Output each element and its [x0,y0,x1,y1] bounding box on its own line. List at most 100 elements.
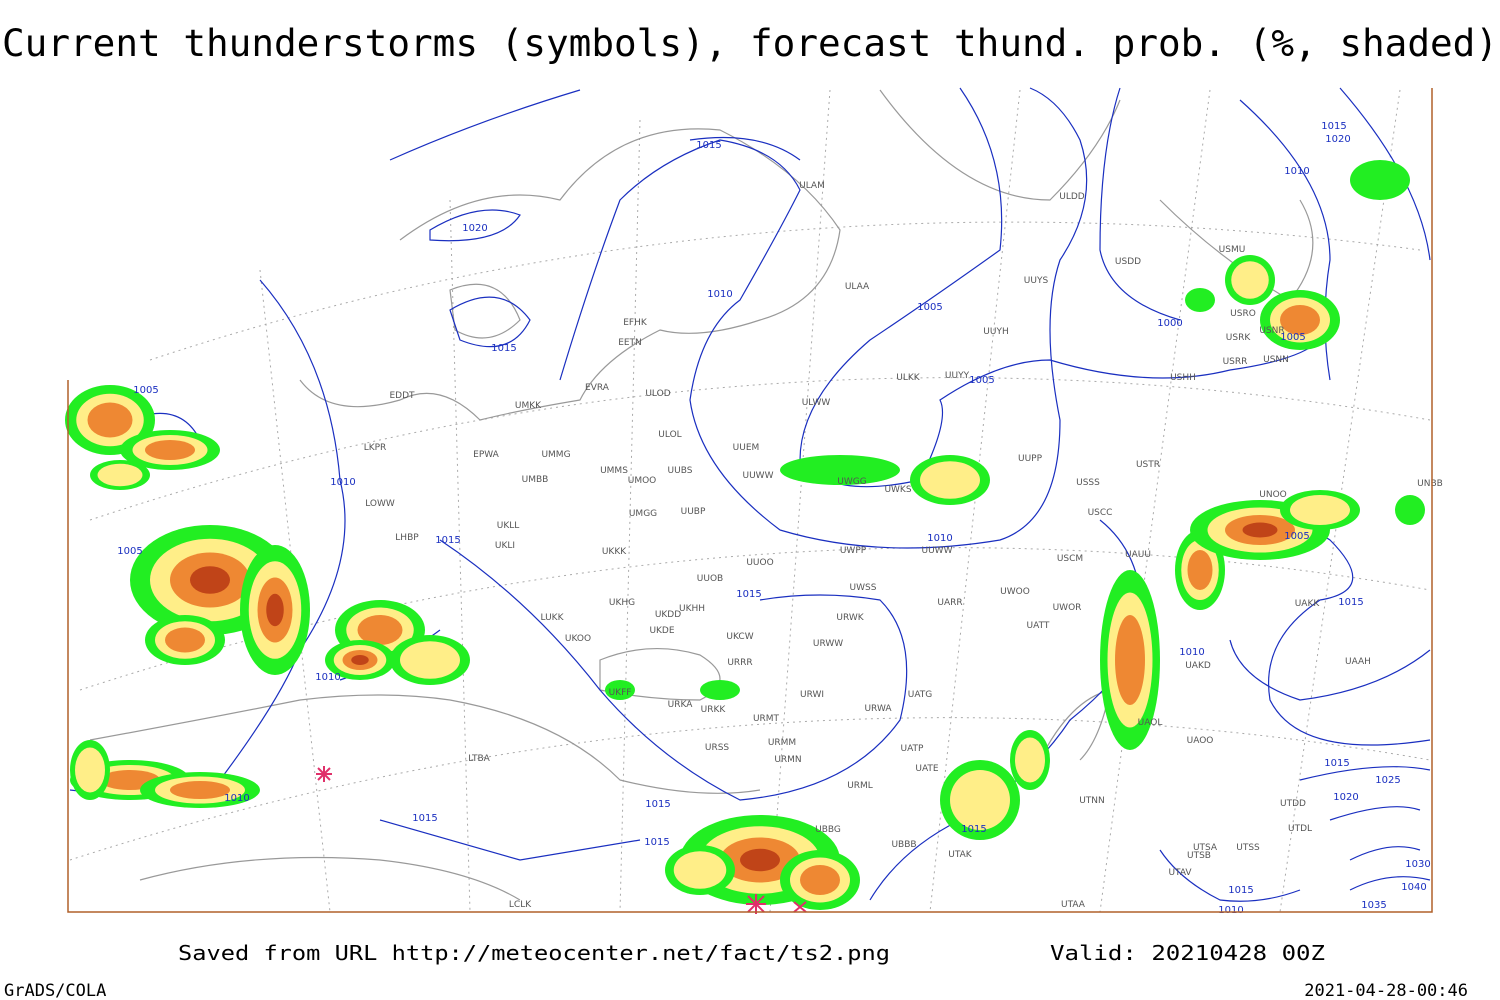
isobar-label: 1025 [1375,775,1400,786]
isobar-label: 1015 [645,799,670,810]
isobar-label: 1005 [917,302,942,313]
isobar-label: 1015 [736,589,761,600]
map: EFHK EETN EVRA ULOD ULOL UMKK EDDT LKPR EPWA UMMG… [65,87,1443,916]
station-label: UUOO [746,558,773,568]
source-url: Saved from URL http://meteocenter.net/fa… [178,941,890,965]
station-label: ULWW [802,398,831,408]
station-label: URWI [800,690,824,700]
station-label: UUWW [743,471,774,481]
station-label: UTAK [948,850,973,860]
shading-blob [1187,550,1213,590]
station-label: UUYY [945,371,970,381]
station-label: USHH [1170,373,1196,383]
station-label: URSS [705,743,730,753]
station-label: EVRA [585,383,610,393]
station-label: ULAM [799,181,825,191]
isobar-label: 1040 [1401,882,1426,893]
shading-blob [780,455,900,485]
station-label: LTBA [468,754,490,764]
shading-blob [87,402,133,438]
thunderstorm-symbols [316,766,807,914]
valid-time: Valid: 20210428 00Z [1050,941,1325,965]
isobar-label: 1005 [1284,531,1309,542]
shading-blob [605,680,635,700]
isobar-label: 1035 [1361,900,1386,911]
shading-blob [740,848,780,872]
station-label: USNN [1263,355,1289,365]
station-label: UUEM [733,443,760,453]
thunderstorm-probability-shading [65,160,1425,910]
station-label: UMMG [541,450,570,460]
station-label: UMKK [515,401,542,411]
station-label: UKLI [495,541,515,551]
station-label: EDDT [389,391,415,401]
station-label: UUWW [922,546,953,556]
isobar-label: 1000 [1157,318,1182,329]
station-label: USMU [1219,245,1246,255]
station-label: UMBB [522,475,549,485]
station-label: UKFF [609,688,632,698]
station-label: URKK [701,705,727,715]
station-label: LOWW [365,499,395,509]
station-label: UTDL [1288,824,1312,834]
station-label: URMM [768,738,796,748]
isobar-label: 1010 [315,672,340,683]
station-label: EPWA [473,450,500,460]
station-label: URMN [774,755,801,765]
shading-blob [266,593,284,627]
station-label: UATG [908,690,933,700]
isobar-label: 1010 [330,477,355,488]
shading-blob [97,463,143,487]
station-label: UAOL [1138,718,1163,728]
isobar-label: 1020 [1333,792,1358,803]
station-label: UWKS [884,485,911,495]
isobar-label: 1010 [224,793,249,804]
shading-blob [1115,615,1145,705]
station-label: UAKD [1185,661,1211,671]
station-label: EETN [618,338,642,348]
station-label: UWPP [840,546,867,556]
station-label: URWW [813,639,843,649]
station-label: UBBG [815,825,841,835]
station-label: UATE [915,764,939,774]
shading-blob [950,770,1010,830]
station-label: ULDD [1059,192,1085,202]
isobar-label: 1005 [117,546,142,557]
station-label: UUBS [668,466,693,476]
isobar-label: 1010 [1218,905,1243,916]
shading-blob [145,440,195,460]
station-label: LCLK [509,900,532,910]
station-label: UKHH [679,604,705,614]
station-label: USRK [1226,333,1252,343]
isobar-label: 1010 [927,533,952,544]
station-label: LUKK [541,613,565,623]
station-label: UNOO [1259,490,1287,500]
station-label: ULOD [645,389,670,399]
map-frame [67,88,1433,913]
isobar-label: 1015 [412,813,437,824]
station-label: UKOO [565,634,591,644]
station-label: UWOO [1000,587,1030,597]
station-label: USTR [1136,460,1160,470]
station-label: URMT [753,714,780,724]
station-label: USCC [1088,508,1113,518]
station-label: UBBB [891,840,916,850]
station-label: UTNN [1079,796,1105,806]
station-label: UKCW [726,632,753,642]
station-label: UTSA [1193,843,1218,853]
station-label: UAAH [1345,657,1371,667]
station-label: UTDD [1280,799,1306,809]
station-label: UKDD [655,610,681,620]
shading-blob [1242,522,1278,538]
station-label: UTSS [1236,843,1260,853]
station-label: UTAA [1061,900,1086,910]
shading-blob [1350,160,1410,200]
station-label: UMMS [600,466,628,476]
station-label: UUYH [983,327,1008,337]
station-label: UNBB [1417,479,1443,489]
station-label: UAUU [1125,550,1151,560]
shading-blob [170,781,230,799]
station-label: UATP [901,744,925,754]
station-label: UWSS [850,583,877,593]
